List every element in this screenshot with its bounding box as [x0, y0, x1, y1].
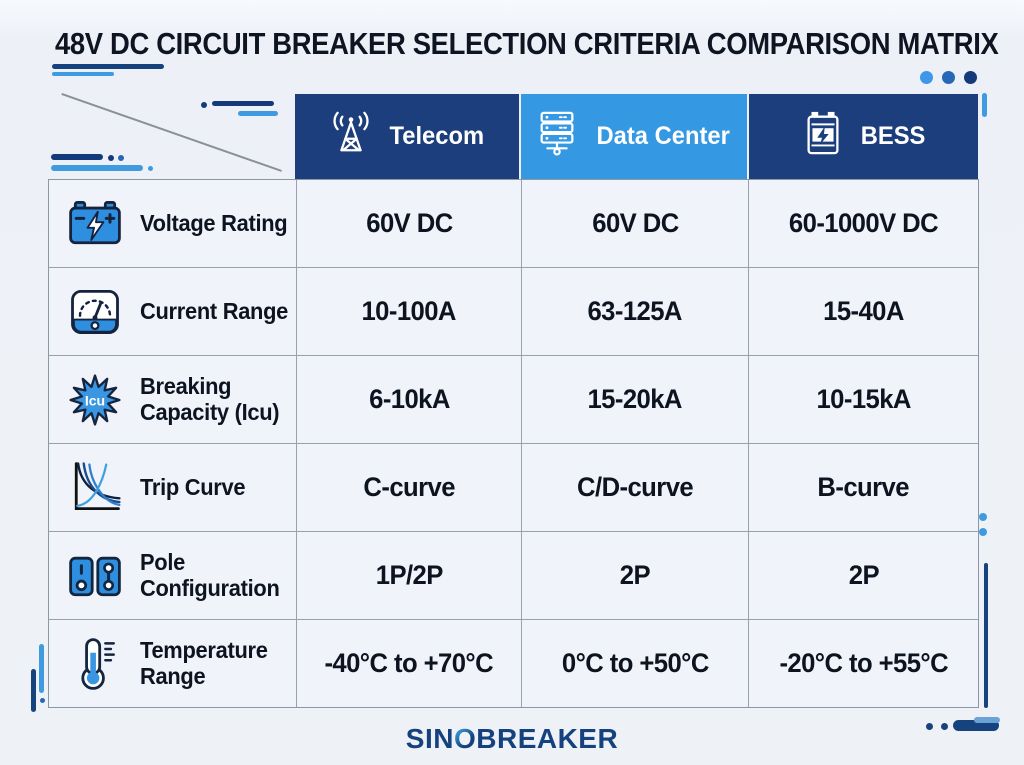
- column-header-data-center: Data Center: [521, 94, 747, 179]
- row-label-breaking-capacity: Icu Breaking Capacity (Icu): [49, 356, 296, 443]
- decor-dot: [941, 723, 948, 730]
- column-header-row: Telecom Data Center: [295, 94, 978, 179]
- value-cell: -20°C to +55°C: [749, 620, 978, 707]
- decor-dash-light: [974, 717, 1000, 723]
- value-cell: 60V DC: [522, 180, 748, 267]
- brand-text: SIN: [405, 723, 454, 754]
- icu-starburst-icon: Icu: [63, 368, 127, 432]
- decor-dash-navy: [953, 720, 999, 731]
- decor-dash-dark: [212, 101, 274, 106]
- value-cell: 6-10kA: [297, 356, 521, 443]
- value-cell: 15-20kA: [522, 356, 748, 443]
- row-label-text: Pole Configuration: [140, 548, 280, 601]
- row-label-current-range: Current Range: [49, 268, 296, 355]
- car-battery-icon: [63, 192, 127, 256]
- decor-vline-navy: [31, 669, 36, 712]
- value-cell: 1P/2P: [297, 532, 521, 619]
- value-cell: C/D-curve: [522, 444, 748, 531]
- battery-icon: [800, 110, 846, 163]
- decor-tick-light: [982, 93, 987, 117]
- value-cell: 60V DC: [297, 180, 521, 267]
- server-rack-icon: [534, 110, 580, 163]
- decor-dash-light: [51, 165, 143, 171]
- title-underline-light: [52, 72, 114, 76]
- row-label-trip-curve: Trip Curve: [49, 444, 296, 531]
- trip-curve-icon: [63, 456, 127, 520]
- value-cell: 15-40A: [749, 268, 978, 355]
- decor-dot: [118, 155, 124, 161]
- brand-logo: SINOBREAKER: [406, 723, 618, 755]
- svg-text:Icu: Icu: [85, 392, 105, 408]
- decor-dot: [920, 71, 933, 84]
- decor-dot: [964, 71, 977, 84]
- decor-dot: [40, 698, 45, 703]
- thermometer-icon: [63, 632, 127, 696]
- decor-vline-navy: [984, 563, 988, 708]
- column-header-label: BESS: [860, 122, 926, 150]
- value-cell: 2P: [522, 532, 748, 619]
- row-label-text: Breaking Capacity (Icu): [140, 372, 280, 425]
- column-header-telecom: Telecom: [295, 94, 519, 179]
- decor-vline-light: [39, 644, 44, 693]
- value-cell: -40°C to +70°C: [297, 620, 521, 707]
- row-label-temperature-range: Temperature Range: [49, 620, 296, 707]
- decor-dot: [979, 528, 987, 536]
- brand-o-accent: O: [453, 723, 477, 754]
- value-cell: 10-15kA: [749, 356, 978, 443]
- column-header-bess: BESS: [749, 94, 978, 179]
- row-label-pole-configuration: Pole Configuration: [49, 532, 296, 619]
- column-header-label: Telecom: [389, 122, 484, 150]
- value-cell: 0°C to +50°C: [522, 620, 748, 707]
- decor-dot: [148, 166, 153, 171]
- title-underline-dark: [52, 64, 164, 69]
- page-title: 48V DC CIRCUIT BREAKER SELECTION CRITERI…: [55, 26, 999, 61]
- radio-tower-icon: [328, 110, 374, 163]
- value-cell: 63-125A: [522, 268, 748, 355]
- decor-dot: [201, 102, 207, 108]
- value-cell: 10-100A: [297, 268, 521, 355]
- row-label-text: Voltage Rating: [140, 209, 288, 236]
- comparison-table: Voltage Rating 60V DC 60V DC 60-1000V DC…: [48, 179, 979, 708]
- value-cell: B-curve: [749, 444, 978, 531]
- column-header-label: Data Center: [596, 122, 731, 150]
- decor-dash-light: [238, 111, 278, 116]
- decor-dot: [979, 513, 987, 521]
- pole-switches-icon: [63, 544, 127, 608]
- decor-dash-dark: [51, 154, 103, 160]
- value-cell: 60-1000V DC: [749, 180, 978, 267]
- row-label-text: Current Range: [140, 297, 289, 324]
- row-label-voltage-rating: Voltage Rating: [49, 180, 296, 267]
- value-cell: C-curve: [297, 444, 521, 531]
- decor-dot: [108, 155, 114, 161]
- row-label-text: Temperature Range: [140, 636, 268, 689]
- brand-text: BREAKER: [476, 723, 619, 754]
- decor-dot: [942, 71, 955, 84]
- ammeter-gauge-icon: [63, 280, 127, 344]
- row-label-text: Trip Curve: [140, 473, 246, 500]
- decor-dot: [926, 723, 933, 730]
- value-cell: 2P: [749, 532, 978, 619]
